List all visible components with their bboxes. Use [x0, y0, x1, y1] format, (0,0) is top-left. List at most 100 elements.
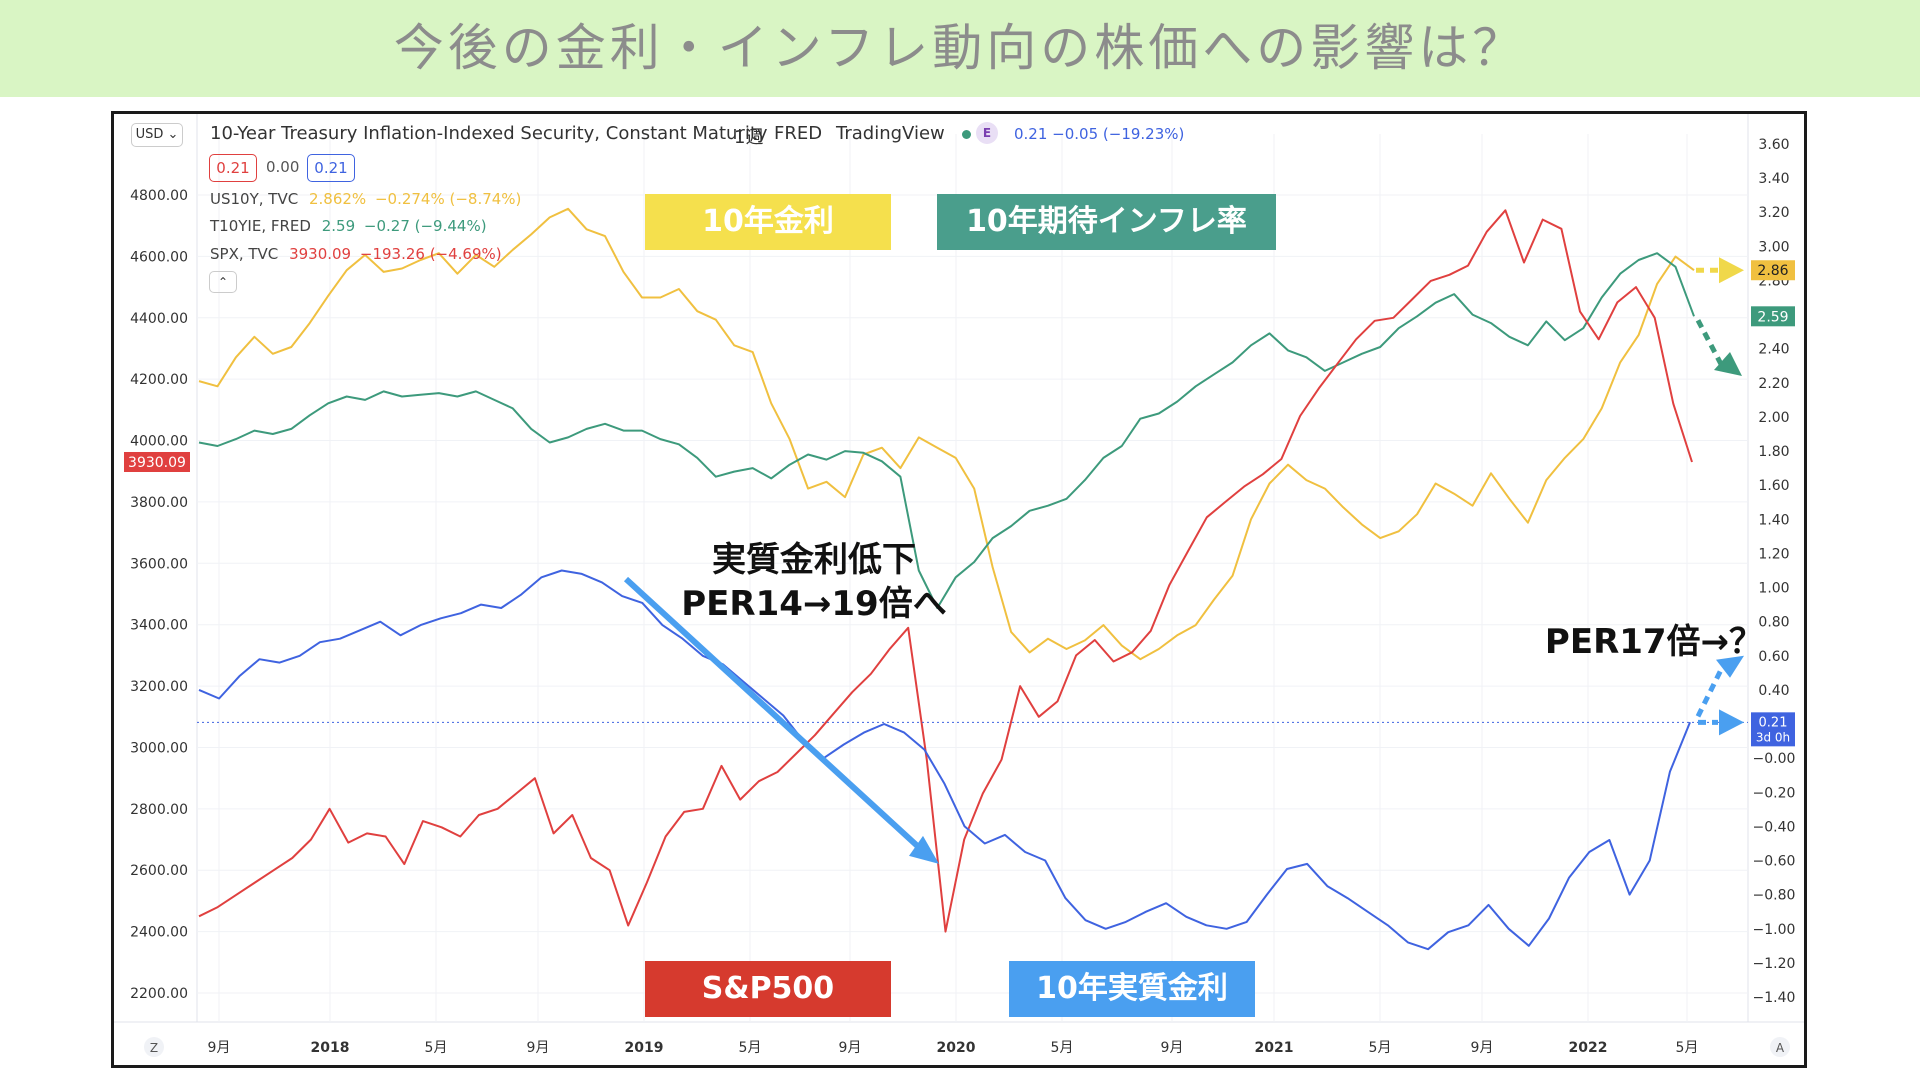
source-label: FRED: [774, 123, 823, 144]
arrow-real-up-head-icon: [1716, 655, 1744, 678]
spx-last-value: 3930.09: [128, 455, 186, 471]
t10yie-last-value: 2.59: [1757, 309, 1788, 325]
right-tick-label: −1.40: [1753, 990, 1796, 1006]
right-tick-label: 0.60: [1758, 649, 1789, 665]
legend-t10yie[interactable]: T10YIE, FRED 2.59 −0.27 (−9.44%): [210, 217, 487, 235]
interval-label[interactable]: 1週: [734, 127, 764, 148]
x-tick-label: 9月: [527, 1040, 550, 1056]
box-real-label: 10年実質金利: [1036, 971, 1228, 1006]
x-tick-label: 2020: [937, 1040, 976, 1056]
right-tick-label: −0.20: [1753, 785, 1796, 801]
annotation-real-rate-decline: 実質金利低下: [712, 540, 916, 580]
legend-spx-change: −193.26 (−4.69%): [359, 245, 502, 263]
box-us10y: 10年金利: [645, 194, 891, 250]
right-tick-label: 3.20: [1758, 205, 1789, 221]
status-dot-icon: [962, 130, 971, 139]
left-tick-label: 2400.00: [130, 925, 188, 941]
legend-t10yie-name: T10YIE, FRED: [210, 217, 311, 235]
right-tick-label: −0.40: [1753, 819, 1796, 835]
series-line: [198, 207, 1695, 661]
box-real: 10年実質金利: [1009, 961, 1255, 1017]
right-tick-label: 3.60: [1758, 137, 1789, 153]
left-tick-label: 4200.00: [130, 372, 188, 388]
arrow-real-up: [1695, 666, 1725, 718]
earnings-badge[interactable]: E: [976, 122, 998, 144]
right-tick-label: 1.00: [1758, 581, 1789, 597]
right-tick-label: 0.40: [1758, 683, 1789, 699]
legend-t10yie-value: 2.59: [321, 217, 356, 235]
zoom-icon-label: Z: [150, 1041, 158, 1055]
t10yie-last-value-box: [1751, 306, 1795, 327]
arrow-real-rate-decline: [623, 576, 928, 856]
x-tick-label: 2022: [1569, 1040, 1608, 1056]
chart-frame: 9月 2018 5月 9月 2019 5月 9月 2020 5月 9月 2021 5月 9月 2022 5月…: [111, 111, 1807, 1068]
x-tick-label: 5月: [425, 1040, 448, 1056]
zoom-icon: [144, 1037, 164, 1057]
right-tick-label: 2.00: [1758, 410, 1789, 426]
left-tick-label: 3600.00: [130, 556, 188, 572]
box-spx: S&P500: [645, 961, 891, 1017]
us10y-last-value: 2.86: [1757, 263, 1788, 279]
arrow-us10y-head-icon: [1719, 257, 1744, 284]
legend-spx-name: SPX, TVC: [210, 245, 279, 263]
quote-value: 0.21 −0.05 (−19.23%): [1014, 125, 1185, 143]
auto-scale-icon: [1770, 1037, 1790, 1057]
chevron-up-icon: ⌃: [217, 275, 229, 289]
arrow-real-flat-head-icon: [1719, 709, 1744, 736]
collapse-legend-button[interactable]: ⌃: [209, 271, 237, 293]
right-tick-label: −1.20: [1753, 956, 1796, 972]
x-tick-label: 2021: [1255, 1040, 1294, 1056]
auto-scale-icon-label: A: [1776, 1041, 1785, 1055]
left-tick-label: 4000.00: [130, 434, 188, 450]
right-tick-label: 1.40: [1758, 512, 1789, 528]
right-tick-label: −1.00: [1753, 922, 1796, 938]
right-tick-label: 0.80: [1758, 615, 1789, 631]
x-tick-label: 2018: [311, 1040, 350, 1056]
left-tick-label: 2600.00: [130, 863, 188, 879]
legend-us10y[interactable]: US10Y, TVC 2.862% −0.274% (−8.74%): [210, 190, 521, 208]
real-last-value: 0.21: [1759, 715, 1788, 730]
price-pill-blue[interactable]: 0.21: [307, 154, 355, 182]
left-tick-label: 4400.00: [130, 311, 188, 327]
box-inflation: 10年期待インフレ率: [937, 194, 1276, 250]
series-line: [198, 569, 1691, 951]
left-tick-label: 3800.00: [130, 495, 188, 511]
legend-us10y-name: US10Y, TVC: [210, 190, 299, 208]
box-us10y-label: 10年金利: [702, 204, 834, 239]
title-banner: [0, 0, 1920, 97]
x-tick-label: 9月: [1161, 1040, 1184, 1056]
right-tick-label: 1.80: [1758, 444, 1789, 460]
arrow-head-icon: [909, 835, 939, 864]
left-tick-label: 3000.00: [130, 740, 188, 756]
annotation-per-change: PER14→19倍へ: [681, 584, 947, 624]
left-tick-label: 4800.00: [130, 188, 188, 204]
left-tick-label: 2200.00: [130, 986, 188, 1002]
left-tick-label: 2800.00: [130, 802, 188, 818]
right-tick-label: 3.00: [1758, 239, 1789, 255]
legend-us10y-value: 2.862%: [308, 190, 367, 208]
x-tick-label: 2019: [625, 1040, 664, 1056]
left-tick-label: 3400.00: [130, 618, 188, 634]
right-tick-label: 1.20: [1758, 546, 1789, 562]
x-tick-label: 9月: [839, 1040, 862, 1056]
real-last-value-box: [1751, 712, 1795, 747]
right-tick-label: −0.80: [1753, 888, 1796, 904]
x-tick-label: 5月: [739, 1040, 762, 1056]
x-tick-label: 9月: [1471, 1040, 1494, 1056]
x-tick-label: 5月: [1051, 1040, 1074, 1056]
banner-title: 今後の金利・インフレ動向の株価への影響は？: [393, 19, 1527, 77]
platform-label: TradingView: [836, 123, 945, 144]
legend-t10yie-change: −0.27 (−9.44%): [363, 217, 487, 235]
left-tick-label: 3200.00: [130, 679, 188, 695]
legend-spx[interactable]: SPX, TVC 3930.09 −193.26 (−4.69%): [210, 245, 502, 263]
series-line: [198, 252, 1695, 609]
price-zero: 0.00: [266, 158, 300, 176]
x-tick-label: 9月: [208, 1040, 231, 1056]
box-inflation-label: 10年期待インフレ率: [966, 204, 1247, 239]
box-spx-label: S&P500: [701, 971, 835, 1006]
price-pill-red[interactable]: 0.21: [209, 154, 257, 182]
arrow-inflation-outlook: [1695, 319, 1725, 368]
left-tick-label: 4600.00: [130, 249, 188, 265]
right-tick-label: 2.20: [1758, 376, 1789, 392]
currency-select[interactable]: USD ⌄: [131, 123, 183, 147]
